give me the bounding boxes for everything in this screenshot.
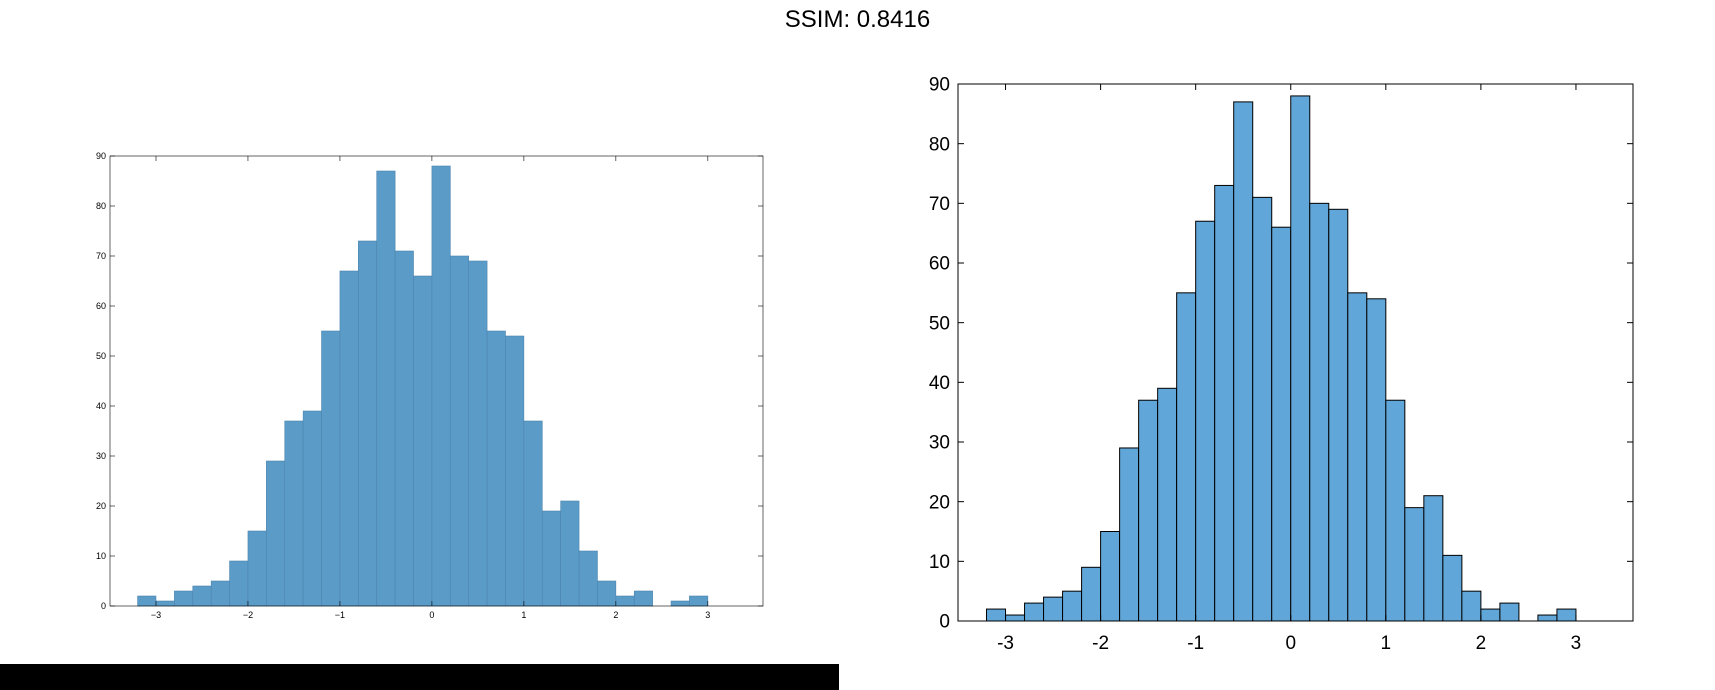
histogram-bar <box>1176 292 1197 622</box>
histogram-bar <box>1214 184 1235 622</box>
y-tick-label: 40 <box>96 401 106 411</box>
histogram-bar <box>1100 531 1121 622</box>
x-tick-label: 2 <box>1476 633 1487 654</box>
y-tick-label: 70 <box>96 251 106 261</box>
histogram-bar <box>1024 602 1045 622</box>
x-tick-label: 3 <box>1571 633 1582 654</box>
x-tick-label: 2 <box>613 610 618 620</box>
histogram-bar <box>1309 202 1330 622</box>
histogram-bar <box>1043 596 1064 622</box>
y-tick-label: 50 <box>96 351 106 361</box>
x-tick-label: 0 <box>1285 633 1296 654</box>
histogram-bar <box>1385 399 1406 622</box>
y-tick-label: 50 <box>929 313 950 334</box>
y-tick-label: 40 <box>929 373 950 394</box>
x-tick-label: -3 <box>997 633 1014 654</box>
y-tick-label: 20 <box>929 492 950 513</box>
y-tick-label: 90 <box>96 151 106 161</box>
x-tick-label: −1 <box>335 610 345 620</box>
x-tick-label: 0 <box>429 610 434 620</box>
y-tick-label: 80 <box>96 201 106 211</box>
histogram-bar <box>1423 495 1444 622</box>
histogram-bar <box>1537 614 1558 622</box>
y-tick-label: 0 <box>939 612 950 633</box>
histogram-bar <box>1404 507 1425 622</box>
y-tick-label: 30 <box>96 451 106 461</box>
axes-box <box>109 155 764 607</box>
histogram-bar <box>1347 292 1368 622</box>
histogram-bar <box>1556 608 1577 622</box>
x-tick-label: 1 <box>521 610 526 620</box>
x-tick-label: 1 <box>1381 633 1392 654</box>
histogram-bar <box>1119 447 1140 622</box>
histogram-bar <box>1328 208 1349 622</box>
histogram-bar <box>1081 566 1102 622</box>
histogram-bar <box>1271 226 1292 622</box>
y-tick-label: 60 <box>929 254 950 275</box>
histogram-bar <box>1138 399 1159 622</box>
y-tick-label: 60 <box>96 301 106 311</box>
page-title: SSIM: 0.8416 <box>784 6 931 33</box>
x-tick-label: −3 <box>151 610 161 620</box>
y-tick-label: 80 <box>929 134 950 155</box>
y-tick-label: 10 <box>929 552 950 573</box>
histogram-bar <box>1157 387 1178 622</box>
x-tick-label: 3 <box>705 610 710 620</box>
histogram-bar <box>1005 614 1026 622</box>
histogram-bar <box>1233 101 1254 622</box>
y-tick-label: 90 <box>929 75 950 96</box>
histogram-bar <box>1290 95 1311 622</box>
histogram-bar <box>1442 554 1463 622</box>
histogram-bar <box>986 608 1007 622</box>
x-tick-label: -2 <box>1092 633 1109 654</box>
histogram-bar <box>1252 196 1273 622</box>
y-tick-label: 30 <box>929 433 950 454</box>
y-tick-label: 20 <box>96 501 106 511</box>
axes-box <box>957 83 1634 622</box>
y-tick-label: 0 <box>101 601 106 611</box>
histogram-bar <box>1461 590 1482 622</box>
bottom-black-bar <box>0 664 839 690</box>
y-tick-label: 10 <box>96 551 106 561</box>
y-tick-label: 70 <box>929 194 950 215</box>
histogram-bar <box>1195 220 1216 622</box>
histogram-bar <box>1062 590 1083 622</box>
x-tick-label: -1 <box>1187 633 1204 654</box>
histogram-bar <box>1480 608 1501 622</box>
x-tick-label: −2 <box>243 610 253 620</box>
histogram-bar <box>1499 602 1520 622</box>
histogram-bar <box>1366 298 1387 622</box>
